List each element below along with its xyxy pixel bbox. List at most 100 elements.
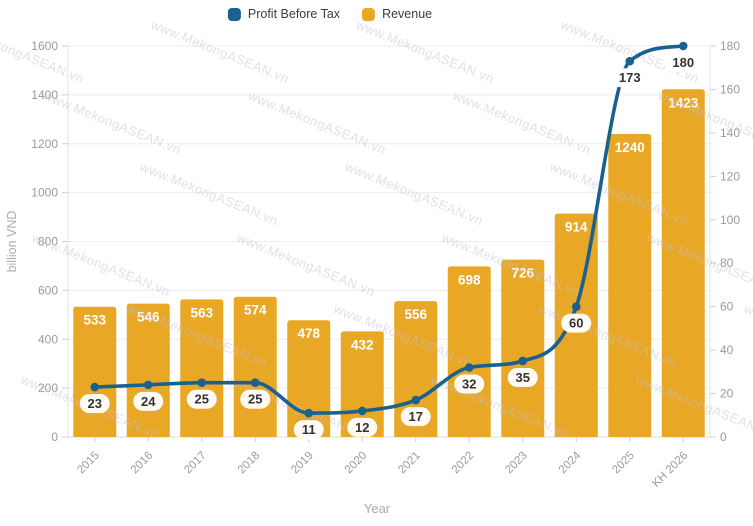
left-axis-title: billion VND (5, 211, 19, 273)
watermark-text: www.MekongASEAN.vn (148, 16, 292, 86)
watermark-text: www.MekongASEAN.vn (40, 87, 184, 157)
point-label-bg (240, 389, 271, 409)
legend-label-revenue: Revenue (382, 7, 433, 21)
point-label-bg (79, 394, 110, 414)
watermark-text: www.MekongASEAN.vn (450, 87, 594, 157)
point-label-bg (186, 389, 217, 409)
right-axis-tick-label: 60 (720, 300, 734, 314)
x-axis-tick-label: 2025 (610, 450, 637, 477)
legend-label-profit: Profit Before Tax (247, 7, 341, 21)
right-axis-tick-label: 140 (720, 126, 740, 140)
profit-point-2016[interactable] (143, 380, 153, 390)
x-axis-tick-label: 2021 (396, 450, 423, 477)
point-label-bg (610, 68, 649, 88)
x-axis-tick-label: 2022 (450, 450, 477, 477)
point-label-bg (507, 367, 538, 387)
bar-value-label: 556 (404, 307, 427, 322)
left-axis-tick-label: 0 (51, 430, 58, 444)
point-value-label: 17 (409, 409, 423, 424)
left-axis-tick-label: 200 (38, 381, 58, 395)
point-label-bg (133, 391, 164, 411)
profit-point-2023[interactable] (518, 356, 528, 366)
bar-revenue-KH 2026[interactable] (661, 89, 705, 438)
right-axis-tick-label: 0 (720, 430, 727, 444)
x-axis-tick-label: 2020 (343, 450, 370, 477)
x-axis-tick-label: 2018 (236, 450, 263, 477)
right-axis-tick-label: 20 (720, 387, 734, 401)
profit-point-2017[interactable] (197, 378, 207, 387)
left-axis-tick-label: 800 (38, 235, 58, 249)
point-value-label: 60 (569, 316, 583, 331)
right-axis-tick-label: 160 (720, 82, 740, 96)
bar-value-label: 533 (83, 313, 106, 328)
bar-revenue-2022[interactable] (447, 266, 491, 437)
legend-item-revenue[interactable]: Revenue (362, 7, 432, 21)
legend-item-profit-before-tax[interactable]: Profit Before Tax (227, 7, 341, 21)
bar-value-label: 1423 (668, 95, 699, 110)
left-axis-tick-label: 400 (38, 332, 58, 346)
right-axis-tick-label: 40 (720, 343, 734, 357)
profit-point-2015[interactable] (90, 382, 100, 392)
profit-point-2018[interactable] (250, 378, 260, 387)
point-value-label: 35 (516, 370, 530, 385)
bar-revenue-2018[interactable] (233, 296, 277, 437)
profit-point-2022[interactable] (464, 363, 474, 372)
bar-value-label: 563 (190, 305, 213, 320)
watermark-text: www.MekongASEAN.vn (353, 16, 497, 86)
point-label-bg (454, 374, 485, 394)
right-axis-tick-label: 100 (720, 213, 740, 227)
x-axis-tick-label: KH 2026 (650, 450, 690, 490)
bar-revenue-2025[interactable] (608, 133, 652, 437)
point-value-label: 23 (88, 396, 102, 411)
bar-value-label: 546 (137, 310, 160, 325)
left-axis-tick-label: 1200 (31, 137, 58, 151)
left-axis-tick-label: 600 (38, 283, 58, 297)
watermark-text: www.MekongASEAN.vn (741, 300, 753, 370)
right-axis-tick-label: 80 (720, 256, 734, 270)
point-label-bg (400, 407, 431, 427)
legend-swatch-profit-icon (227, 7, 241, 21)
profit-point-2019[interactable] (304, 408, 314, 418)
profit-point-KH 2026[interactable] (678, 41, 688, 51)
watermark-text: www.MekongASEAN.vn (245, 87, 389, 157)
point-value-label: 12 (355, 420, 369, 435)
profit-value-labels: 23 24 25 25 11 12 17 32 35 60 173 180 (79, 53, 703, 440)
x-axis: 2015 2016 2017 2018 2019 2020 2021 2022 2023 2024… (75, 437, 690, 490)
x-axis-tick-label: 2017 (182, 450, 209, 477)
point-label-bg (561, 313, 592, 333)
point-label-bg (347, 417, 378, 437)
point-value-label: 180 (672, 55, 694, 70)
x-axis-tick-label: 2015 (75, 450, 102, 477)
chart-legend: Profit Before Tax Revenue (227, 7, 432, 21)
bar-value-label: 1240 (615, 140, 645, 155)
x-axis-title: Year (364, 501, 391, 516)
right-axis-tick-label: 120 (720, 169, 740, 183)
point-value-label: 24 (141, 394, 156, 409)
legend-swatch-revenue-icon (362, 7, 376, 21)
watermark-text: www.MekongASEAN.vn (342, 158, 486, 228)
left-axis-tick-label: 1000 (31, 186, 58, 200)
x-axis-tick-label: 2019 (289, 450, 316, 477)
right-axis-tick-label: 180 (720, 39, 740, 53)
point-value-label: 173 (619, 70, 641, 85)
point-label-bg (293, 420, 324, 440)
profit-line-series (90, 41, 688, 418)
bar-value-label: 914 (565, 220, 588, 235)
bar-revenue-2023[interactable] (501, 259, 545, 437)
bar-revenue-2019[interactable] (287, 320, 331, 437)
grid: 0 200 400 600 800 1000 1200 1400 1600 0 20 40 60 80 10… (31, 39, 740, 444)
watermark-text: www.MekongASEAN.vn (234, 229, 378, 299)
profit-point-2021[interactable] (411, 395, 421, 405)
bar-value-label: 478 (297, 326, 320, 341)
x-axis-tick-label: 2023 (503, 450, 530, 477)
left-axis-tick-label: 1400 (31, 88, 58, 102)
x-axis-tick-label: 2016 (129, 450, 156, 477)
profit-point-2020[interactable] (357, 406, 367, 416)
point-value-label: 11 (302, 422, 316, 437)
profit-point-2025[interactable] (625, 56, 635, 66)
left-axis-tick-label: 1600 (31, 39, 58, 53)
bar-value-label: 574 (244, 303, 267, 318)
point-value-label: 25 (248, 392, 262, 407)
point-label-bg (664, 53, 703, 72)
profit-point-2024[interactable] (571, 302, 581, 311)
